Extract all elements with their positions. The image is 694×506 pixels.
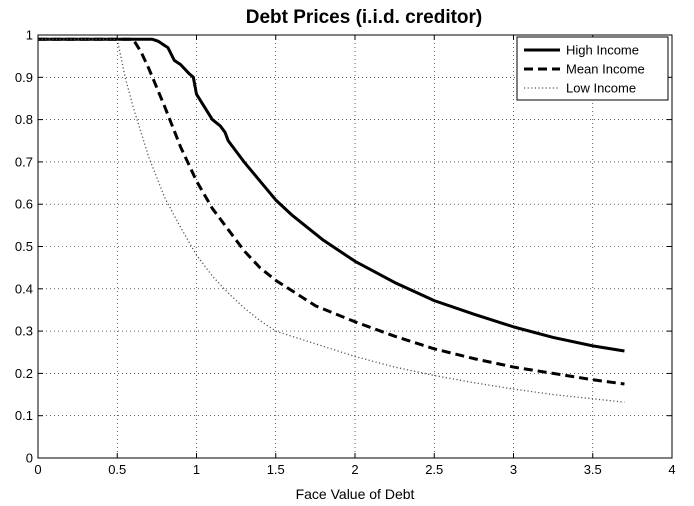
legend-label-mean-income: Mean Income bbox=[566, 62, 645, 77]
grid bbox=[38, 35, 672, 458]
x-tick-label: 3.5 bbox=[584, 462, 602, 477]
y-tick-label: 0.3 bbox=[15, 324, 33, 339]
x-axis-label: Face Value of Debt bbox=[296, 486, 415, 502]
y-tick-label: 0.1 bbox=[15, 408, 33, 423]
y-tick-label: 0.2 bbox=[15, 366, 33, 381]
x-tick-label: 1 bbox=[193, 462, 200, 477]
series-line-mean-income bbox=[38, 37, 625, 386]
x-tick-label: 3 bbox=[510, 462, 517, 477]
x-tick-label: 1.5 bbox=[267, 462, 285, 477]
y-tick-label: 1 bbox=[26, 28, 33, 43]
y-tick-labels: 0 0.1 0.2 0.3 0.4 0.5 0.6 0.7 0.8 0.9 1 bbox=[15, 28, 33, 466]
x-tick-label: 0 bbox=[34, 462, 41, 477]
series-layer bbox=[38, 37, 625, 403]
x-tick-labels: 0 0.5 1 1.5 2 2.5 3 3.5 4 bbox=[34, 462, 675, 477]
chart-title: Debt Prices (i.i.d. creditor) bbox=[246, 7, 483, 28]
x-tick-label: 0.5 bbox=[108, 462, 126, 477]
x-tick-label: 2.5 bbox=[425, 462, 443, 477]
y-tick-label: 0.6 bbox=[15, 197, 33, 212]
legend: High Income Mean Income Low Income bbox=[516, 36, 669, 101]
y-tick-label: 0.8 bbox=[15, 112, 33, 127]
plot-area: 0 0.5 1 1.5 2 2.5 3 3.5 4 0 0.1 0.2 0.3 0.4 0.5 0.6 0.7… bbox=[15, 28, 676, 478]
y-tick-label: 0.9 bbox=[15, 70, 33, 85]
x-tick-label: 4 bbox=[668, 462, 675, 477]
y-tick-label: 0 bbox=[26, 451, 33, 466]
y-tick-label: 0.7 bbox=[15, 154, 33, 169]
y-tick-label: 0.4 bbox=[15, 281, 33, 296]
legend-label-high-income: High Income bbox=[566, 43, 639, 58]
ticks bbox=[37, 34, 673, 459]
series-line-high-income bbox=[38, 37, 625, 353]
y-tick-label: 0.5 bbox=[15, 239, 33, 254]
legend-label-low-income: Low Income bbox=[566, 81, 636, 96]
x-tick-label: 2 bbox=[351, 462, 358, 477]
legend-items: High Income Mean Income Low Income bbox=[524, 43, 645, 96]
